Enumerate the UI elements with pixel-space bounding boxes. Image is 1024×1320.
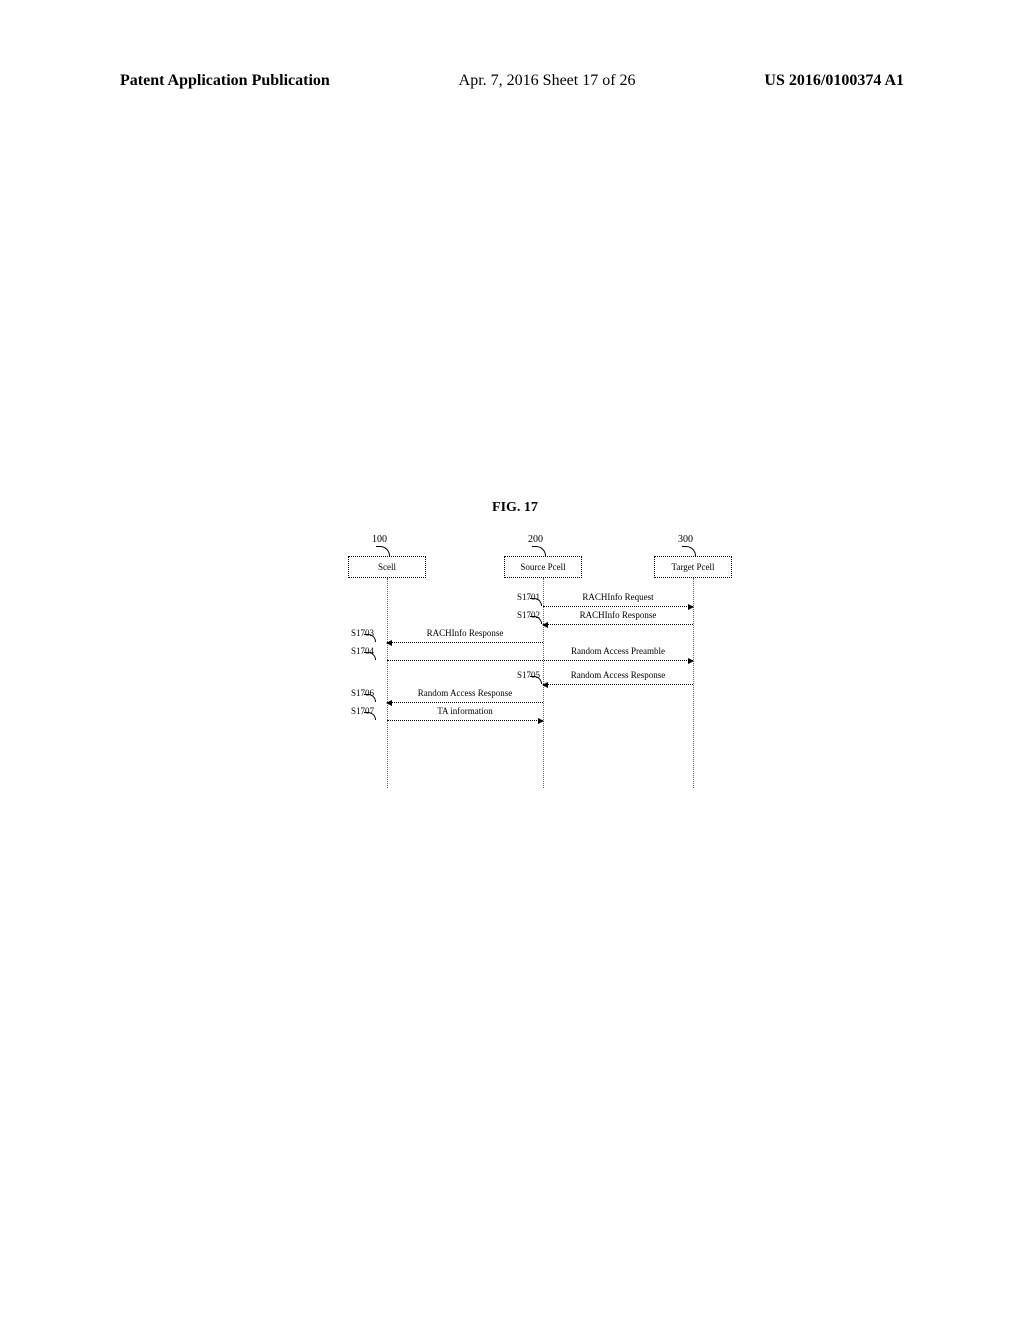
msg-label: TA information [387, 706, 543, 716]
figure-title: FIG. 17 [300, 500, 730, 516]
arrow-icon [387, 702, 543, 703]
tick-icon [364, 694, 376, 702]
tick-icon [376, 546, 390, 556]
tick-icon [364, 634, 376, 642]
tick-icon [530, 616, 542, 624]
actor-target-pcell: Target Pcell [654, 556, 732, 578]
arrow-icon [387, 642, 543, 643]
actor-num-300: 300 [678, 534, 693, 545]
msg-label: Random Access Preamble [543, 646, 693, 656]
msg-label: RACHInfo Request [543, 592, 693, 602]
tick-icon [530, 598, 542, 606]
msg-label: Random Access Response [387, 688, 543, 698]
msg-label: Random Access Response [543, 670, 693, 680]
msg-label: RACHInfo Response [543, 610, 693, 620]
msg-label: RACHInfo Response [387, 628, 543, 638]
actor-num-200: 200 [528, 534, 543, 545]
figure-17: FIG. 17 100 Scell 200 Source Pcell 300 T… [300, 500, 730, 794]
sequence-diagram: 100 Scell 200 Source Pcell 300 Target Pc… [300, 534, 730, 794]
actor-source-pcell: Source Pcell [504, 556, 582, 578]
header-left: Patent Application Publication [120, 72, 330, 90]
arrow-icon [387, 660, 693, 661]
arrow-icon [543, 684, 693, 685]
lifeline-scell [387, 578, 388, 788]
actor-scell: Scell [348, 556, 426, 578]
arrow-icon [387, 720, 543, 721]
actor-num-100: 100 [372, 534, 387, 545]
arrow-icon [543, 624, 693, 625]
header-right: US 2016/0100374 A1 [764, 72, 904, 90]
header-center: Apr. 7, 2016 Sheet 17 of 26 [459, 72, 636, 90]
tick-icon [682, 546, 696, 556]
tick-icon [532, 546, 546, 556]
tick-icon [364, 652, 376, 660]
arrow-icon [543, 606, 693, 607]
tick-icon [530, 676, 542, 684]
tick-icon [364, 712, 376, 720]
